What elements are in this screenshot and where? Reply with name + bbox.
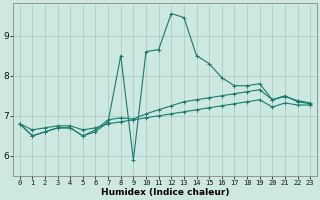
X-axis label: Humidex (Indice chaleur): Humidex (Indice chaleur) xyxy=(101,188,229,197)
